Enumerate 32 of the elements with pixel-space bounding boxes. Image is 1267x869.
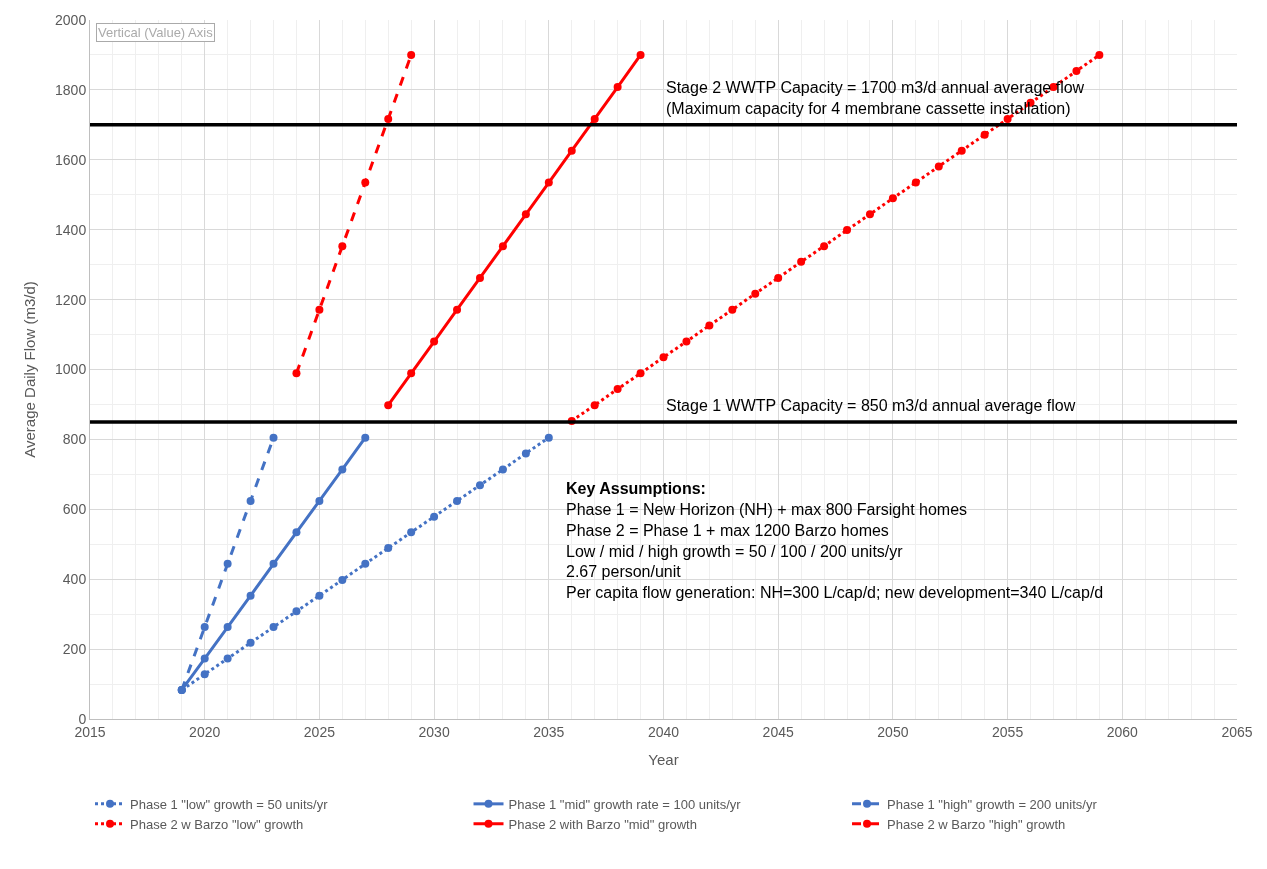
ref-line-label: Stage 1 WWTP Capacity = 850 m3/d annual average flow [666, 397, 1076, 414]
x-tick-label: 2030 [418, 723, 450, 740]
x-tick-label: 2045 [762, 723, 794, 740]
x-tick-label: 2065 [1221, 723, 1253, 740]
x-tick-label: 2055 [992, 723, 1024, 740]
y-tick-label: 200 [62, 641, 87, 657]
y-tick-label: 400 [62, 571, 87, 588]
x-axis-title: Year [648, 750, 679, 768]
x-tick-label: 2035 [533, 723, 565, 740]
y-axis-title: Average Daily Flow (m3/d) [21, 281, 39, 458]
x-tick-label: 2040 [647, 723, 680, 740]
y-tick-label: 1000 [55, 361, 87, 378]
annotation: Phase 1 = New Horizon (NH) + max 800 Farsight homes Phase 2 = Phase 1 + max 1200 Barzo homes Low / mid / high growth = 50 / 100 / 200 units/yr 2.67 person/unit Per capita flow generation: NH=300 L/cap/d; new development=340 L/cap/d [566, 501, 1104, 602]
legend-label: Phase 1 "mid" growth rate = 100 units/yr [508, 796, 742, 812]
legend-label: Phase 2 with Barzo "mid" growth [508, 816, 697, 832]
x-tick-label: 2060 [1106, 723, 1139, 740]
annotation: Vertical (Value) Axis [98, 25, 214, 40]
legend-label: Phase 2 w Barzo "high" growth [887, 816, 1066, 832]
y-tick-label: 2000 [55, 11, 87, 28]
y-tick-label: 1400 [55, 221, 87, 238]
x-tick-label: 2025 [303, 723, 336, 740]
x-tick-label: 2050 [877, 723, 909, 740]
legend-label: Phase 1 "low" growth = 50 units/yr [130, 796, 329, 812]
y-tick-label: 1600 [55, 151, 87, 168]
legend-label: Phase 1 "high" growth = 200 units/yr [887, 796, 1098, 812]
x-tick-label: 2020 [189, 723, 221, 740]
y-tick-label: 600 [62, 501, 87, 518]
y-tick-label: 800 [62, 431, 87, 448]
legend-label: Phase 2 w Barzo "low" growth [130, 816, 304, 832]
annotation: Key Assumptions: [566, 480, 706, 497]
y-tick-label: 1800 [55, 81, 87, 98]
y-tick-label: 1200 [55, 291, 87, 308]
